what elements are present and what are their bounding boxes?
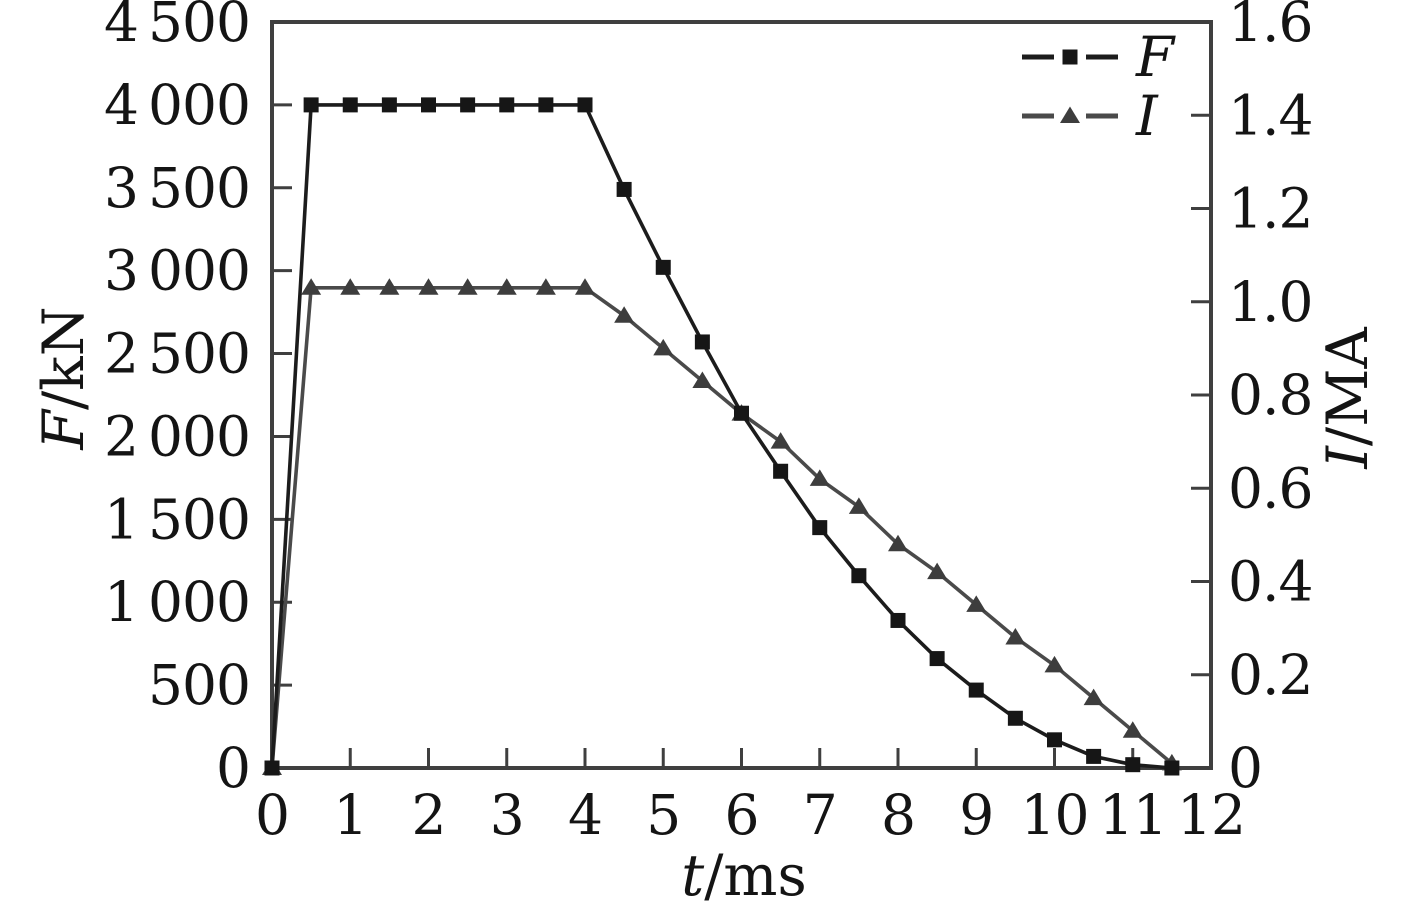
left-y-tick-label: 4 000 bbox=[104, 73, 250, 137]
legend-label-F: F bbox=[1135, 25, 1176, 89]
x-tick-label: 12 bbox=[1177, 783, 1245, 847]
series-F-marker bbox=[968, 682, 984, 698]
x-tick-label: 9 bbox=[959, 783, 993, 847]
series-F-marker bbox=[890, 612, 906, 628]
series-I-marker bbox=[340, 278, 361, 295]
series-F-marker bbox=[851, 568, 867, 584]
series-I-marker bbox=[301, 278, 322, 295]
x-tick-label: 2 bbox=[412, 783, 446, 847]
left-y-tick-label: 1 500 bbox=[104, 487, 250, 551]
x-tick-label: 4 bbox=[568, 783, 602, 847]
series-I-marker bbox=[418, 278, 439, 295]
series-I-marker bbox=[848, 497, 869, 514]
right-y-tick-label: 0.8 bbox=[1228, 363, 1312, 427]
series-I-marker bbox=[927, 562, 948, 580]
left-y-tick-label: 4 500 bbox=[104, 0, 250, 54]
series-I-marker bbox=[692, 371, 713, 389]
series-I-marker bbox=[653, 338, 674, 356]
series-I-marker bbox=[575, 278, 595, 295]
x-tick-label: 0 bbox=[255, 783, 289, 847]
right-y-tick-label: 0.2 bbox=[1228, 643, 1312, 707]
series-F-marker bbox=[1086, 748, 1102, 764]
series-I-marker bbox=[614, 306, 635, 323]
series-F-marker bbox=[616, 181, 632, 197]
series-I-marker bbox=[888, 534, 908, 552]
series-I-line bbox=[270, 285, 1174, 769]
series-I-marker bbox=[535, 278, 556, 295]
right-y-tick-label: 1.0 bbox=[1228, 270, 1312, 334]
series-F-line bbox=[270, 103, 1173, 770]
x-tick-label: 3 bbox=[490, 783, 524, 847]
x-tick-label: 11 bbox=[1099, 783, 1167, 847]
x-tick-label: 7 bbox=[803, 783, 837, 847]
right-y-tick-label: 0.6 bbox=[1228, 456, 1312, 520]
series-I-marker bbox=[1122, 721, 1143, 738]
right-y-tick-label: 1.2 bbox=[1228, 177, 1312, 241]
series-I-marker bbox=[1005, 627, 1026, 645]
series-F-marker bbox=[577, 97, 593, 113]
series-I-marker bbox=[1083, 688, 1104, 706]
left-y-tick-label: 3 000 bbox=[104, 239, 250, 303]
series-F-marker bbox=[303, 97, 319, 113]
series-F-marker bbox=[1125, 757, 1141, 773]
legend-label-I: I bbox=[1135, 84, 1159, 148]
plot-frame bbox=[270, 20, 1213, 770]
series-I-marker bbox=[770, 432, 791, 449]
series-F-marker bbox=[929, 651, 945, 667]
series-I-marker bbox=[457, 278, 478, 295]
series-F-marker bbox=[773, 463, 789, 479]
x-tick-label: 8 bbox=[881, 783, 915, 847]
series-I-marker bbox=[966, 595, 987, 612]
series-F-marker bbox=[499, 97, 515, 113]
series-F-marker bbox=[538, 97, 554, 113]
left-y-tick-label: 1 000 bbox=[104, 570, 250, 634]
series-F-marker bbox=[381, 97, 397, 113]
series-F-marker bbox=[1047, 732, 1062, 748]
series-F-marker bbox=[342, 97, 358, 113]
series-I-marker bbox=[496, 278, 517, 295]
left-y-tick-label: 3 500 bbox=[104, 156, 250, 220]
series-F-marker bbox=[694, 334, 710, 350]
series-I-marker bbox=[1044, 655, 1065, 673]
legend-square-marker bbox=[1062, 49, 1078, 65]
x-tick-label: 5 bbox=[646, 783, 680, 847]
series-F-marker bbox=[1007, 710, 1023, 726]
legend-triangle-marker bbox=[1060, 106, 1080, 123]
right-y-tick-label: 1.6 bbox=[1228, 0, 1312, 54]
left-y-tick-label: 0 bbox=[216, 736, 250, 800]
series-I-marker bbox=[379, 278, 400, 295]
series-F-marker bbox=[734, 405, 749, 421]
right-y-tick-label: 0.4 bbox=[1228, 550, 1312, 614]
series-F-marker bbox=[655, 259, 671, 275]
series-F-marker bbox=[264, 760, 280, 776]
series-I-marker bbox=[809, 469, 830, 486]
left-y-tick-label: 2 000 bbox=[104, 404, 250, 468]
x-tick-label: 1 bbox=[333, 783, 367, 847]
series-F-marker bbox=[812, 520, 828, 536]
series-F-marker bbox=[1164, 760, 1180, 776]
x-tick-label: 6 bbox=[725, 783, 759, 847]
left-y-tick-label: 500 bbox=[148, 653, 250, 717]
left-y-tick-label: 2 500 bbox=[104, 322, 250, 386]
series-F-marker bbox=[460, 97, 476, 113]
x-tick-label: 10 bbox=[1021, 783, 1089, 847]
right-y-tick-label: 1.4 bbox=[1228, 83, 1312, 147]
series-F-marker bbox=[421, 97, 436, 113]
right-y-tick-label: 0 bbox=[1228, 736, 1262, 800]
